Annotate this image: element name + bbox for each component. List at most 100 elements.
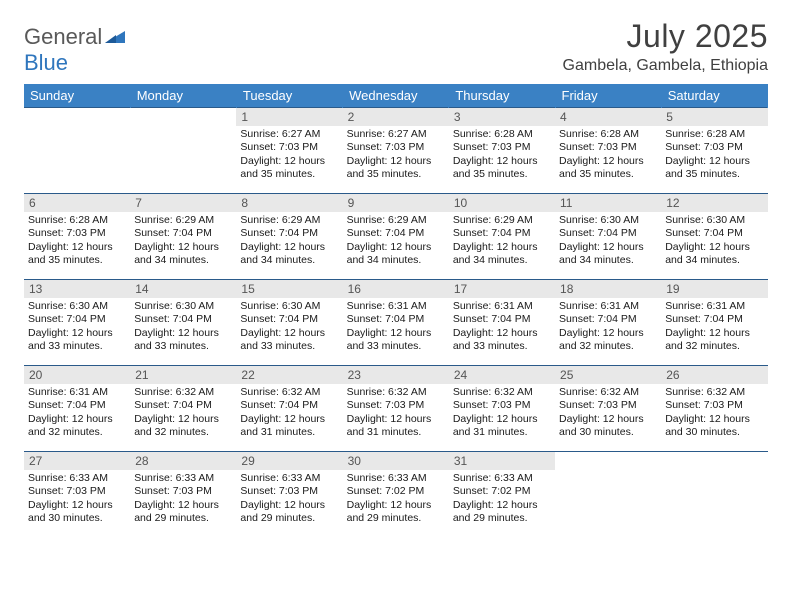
day-number: 22 — [236, 366, 342, 384]
calendar-day-cell: 21Sunrise: 6:32 AMSunset: 7:04 PMDayligh… — [130, 366, 236, 452]
day-number: 5 — [661, 108, 767, 126]
brand-part1: General — [24, 24, 102, 49]
calendar-day-cell: 25Sunrise: 6:32 AMSunset: 7:03 PMDayligh… — [555, 366, 661, 452]
day-number: 24 — [449, 366, 555, 384]
title-block: July 2025 Gambela, Gambela, Ethiopia — [563, 18, 768, 75]
weekday-header: Friday — [555, 84, 661, 108]
weekday-header: Monday — [130, 84, 236, 108]
day-number: 10 — [449, 194, 555, 212]
weekday-header: Sunday — [24, 84, 130, 108]
day-details: Sunrise: 6:33 AMSunset: 7:03 PMDaylight:… — [130, 470, 236, 530]
day-number: 9 — [343, 194, 449, 212]
calendar-day-cell: 9Sunrise: 6:29 AMSunset: 7:04 PMDaylight… — [343, 194, 449, 280]
day-details: Sunrise: 6:28 AMSunset: 7:03 PMDaylight:… — [449, 126, 555, 186]
day-number: 27 — [24, 452, 130, 470]
calendar-week-row: 6Sunrise: 6:28 AMSunset: 7:03 PMDaylight… — [24, 194, 768, 280]
calendar-day-cell — [130, 108, 236, 194]
weekday-header-row: SundayMondayTuesdayWednesdayThursdayFrid… — [24, 84, 768, 108]
day-number: 11 — [555, 194, 661, 212]
day-details: Sunrise: 6:29 AMSunset: 7:04 PMDaylight:… — [130, 212, 236, 272]
day-details: Sunrise: 6:32 AMSunset: 7:04 PMDaylight:… — [130, 384, 236, 444]
brand-logo: GeneralBlue — [24, 18, 125, 76]
calendar-day-cell: 23Sunrise: 6:32 AMSunset: 7:03 PMDayligh… — [343, 366, 449, 452]
calendar-day-cell: 19Sunrise: 6:31 AMSunset: 7:04 PMDayligh… — [661, 280, 767, 366]
day-number: 29 — [236, 452, 342, 470]
day-details: Sunrise: 6:28 AMSunset: 7:03 PMDaylight:… — [24, 212, 130, 272]
calendar-day-cell: 31Sunrise: 6:33 AMSunset: 7:02 PMDayligh… — [449, 452, 555, 538]
day-details: Sunrise: 6:31 AMSunset: 7:04 PMDaylight:… — [661, 298, 767, 358]
day-details: Sunrise: 6:30 AMSunset: 7:04 PMDaylight:… — [555, 212, 661, 272]
day-number: 20 — [24, 366, 130, 384]
weekday-header: Thursday — [449, 84, 555, 108]
calendar-day-cell: 27Sunrise: 6:33 AMSunset: 7:03 PMDayligh… — [24, 452, 130, 538]
day-details: Sunrise: 6:29 AMSunset: 7:04 PMDaylight:… — [343, 212, 449, 272]
calendar-week-row: 27Sunrise: 6:33 AMSunset: 7:03 PMDayligh… — [24, 452, 768, 538]
day-number: 7 — [130, 194, 236, 212]
calendar-day-cell: 30Sunrise: 6:33 AMSunset: 7:02 PMDayligh… — [343, 452, 449, 538]
calendar-day-cell: 26Sunrise: 6:32 AMSunset: 7:03 PMDayligh… — [661, 366, 767, 452]
day-number: 26 — [661, 366, 767, 384]
calendar-day-cell: 18Sunrise: 6:31 AMSunset: 7:04 PMDayligh… — [555, 280, 661, 366]
day-number: 13 — [24, 280, 130, 298]
day-number: 1 — [236, 108, 342, 126]
day-details: Sunrise: 6:29 AMSunset: 7:04 PMDaylight:… — [236, 212, 342, 272]
day-details: Sunrise: 6:33 AMSunset: 7:02 PMDaylight:… — [449, 470, 555, 530]
calendar-day-cell: 12Sunrise: 6:30 AMSunset: 7:04 PMDayligh… — [661, 194, 767, 280]
day-number: 21 — [130, 366, 236, 384]
day-number: 12 — [661, 194, 767, 212]
day-number: 2 — [343, 108, 449, 126]
calendar-day-cell: 20Sunrise: 6:31 AMSunset: 7:04 PMDayligh… — [24, 366, 130, 452]
day-details: Sunrise: 6:28 AMSunset: 7:03 PMDaylight:… — [555, 126, 661, 186]
day-number: 25 — [555, 366, 661, 384]
day-details: Sunrise: 6:31 AMSunset: 7:04 PMDaylight:… — [343, 298, 449, 358]
day-details: Sunrise: 6:30 AMSunset: 7:04 PMDaylight:… — [24, 298, 130, 358]
day-number: 19 — [661, 280, 767, 298]
day-number: 31 — [449, 452, 555, 470]
calendar-week-row: 1Sunrise: 6:27 AMSunset: 7:03 PMDaylight… — [24, 108, 768, 194]
day-details: Sunrise: 6:33 AMSunset: 7:03 PMDaylight:… — [24, 470, 130, 530]
brand-part2: Blue — [24, 50, 68, 75]
calendar-week-row: 13Sunrise: 6:30 AMSunset: 7:04 PMDayligh… — [24, 280, 768, 366]
logo-triangle-icon — [105, 24, 125, 50]
day-details: Sunrise: 6:32 AMSunset: 7:03 PMDaylight:… — [661, 384, 767, 444]
day-details: Sunrise: 6:29 AMSunset: 7:04 PMDaylight:… — [449, 212, 555, 272]
day-details: Sunrise: 6:28 AMSunset: 7:03 PMDaylight:… — [661, 126, 767, 186]
calendar-day-cell: 6Sunrise: 6:28 AMSunset: 7:03 PMDaylight… — [24, 194, 130, 280]
calendar-day-cell: 4Sunrise: 6:28 AMSunset: 7:03 PMDaylight… — [555, 108, 661, 194]
day-details: Sunrise: 6:31 AMSunset: 7:04 PMDaylight:… — [449, 298, 555, 358]
calendar-day-cell: 29Sunrise: 6:33 AMSunset: 7:03 PMDayligh… — [236, 452, 342, 538]
calendar-day-cell: 28Sunrise: 6:33 AMSunset: 7:03 PMDayligh… — [130, 452, 236, 538]
calendar-day-cell: 1Sunrise: 6:27 AMSunset: 7:03 PMDaylight… — [236, 108, 342, 194]
day-details: Sunrise: 6:32 AMSunset: 7:04 PMDaylight:… — [236, 384, 342, 444]
calendar-day-cell: 5Sunrise: 6:28 AMSunset: 7:03 PMDaylight… — [661, 108, 767, 194]
day-details: Sunrise: 6:32 AMSunset: 7:03 PMDaylight:… — [555, 384, 661, 444]
day-number: 3 — [449, 108, 555, 126]
day-number: 23 — [343, 366, 449, 384]
calendar-day-cell — [661, 452, 767, 538]
day-details: Sunrise: 6:27 AMSunset: 7:03 PMDaylight:… — [343, 126, 449, 186]
day-details: Sunrise: 6:30 AMSunset: 7:04 PMDaylight:… — [661, 212, 767, 272]
calendar-day-cell — [555, 452, 661, 538]
day-number: 8 — [236, 194, 342, 212]
day-details: Sunrise: 6:33 AMSunset: 7:03 PMDaylight:… — [236, 470, 342, 530]
calendar-week-row: 20Sunrise: 6:31 AMSunset: 7:04 PMDayligh… — [24, 366, 768, 452]
day-number: 16 — [343, 280, 449, 298]
calendar-body: 1Sunrise: 6:27 AMSunset: 7:03 PMDaylight… — [24, 108, 768, 538]
day-details: Sunrise: 6:30 AMSunset: 7:04 PMDaylight:… — [236, 298, 342, 358]
calendar-day-cell: 11Sunrise: 6:30 AMSunset: 7:04 PMDayligh… — [555, 194, 661, 280]
location-text: Gambela, Gambela, Ethiopia — [563, 57, 768, 75]
calendar-day-cell: 17Sunrise: 6:31 AMSunset: 7:04 PMDayligh… — [449, 280, 555, 366]
calendar-table: SundayMondayTuesdayWednesdayThursdayFrid… — [24, 84, 768, 538]
calendar-day-cell: 7Sunrise: 6:29 AMSunset: 7:04 PMDaylight… — [130, 194, 236, 280]
calendar-day-cell: 16Sunrise: 6:31 AMSunset: 7:04 PMDayligh… — [343, 280, 449, 366]
calendar-day-cell: 13Sunrise: 6:30 AMSunset: 7:04 PMDayligh… — [24, 280, 130, 366]
month-year: July 2025 — [563, 18, 768, 55]
weekday-header: Saturday — [661, 84, 767, 108]
calendar-day-cell: 14Sunrise: 6:30 AMSunset: 7:04 PMDayligh… — [130, 280, 236, 366]
calendar-day-cell: 10Sunrise: 6:29 AMSunset: 7:04 PMDayligh… — [449, 194, 555, 280]
calendar-day-cell — [24, 108, 130, 194]
day-details: Sunrise: 6:33 AMSunset: 7:02 PMDaylight:… — [343, 470, 449, 530]
header-bar: GeneralBlue July 2025 Gambela, Gambela, … — [24, 18, 768, 76]
day-details: Sunrise: 6:30 AMSunset: 7:04 PMDaylight:… — [130, 298, 236, 358]
day-number: 14 — [130, 280, 236, 298]
